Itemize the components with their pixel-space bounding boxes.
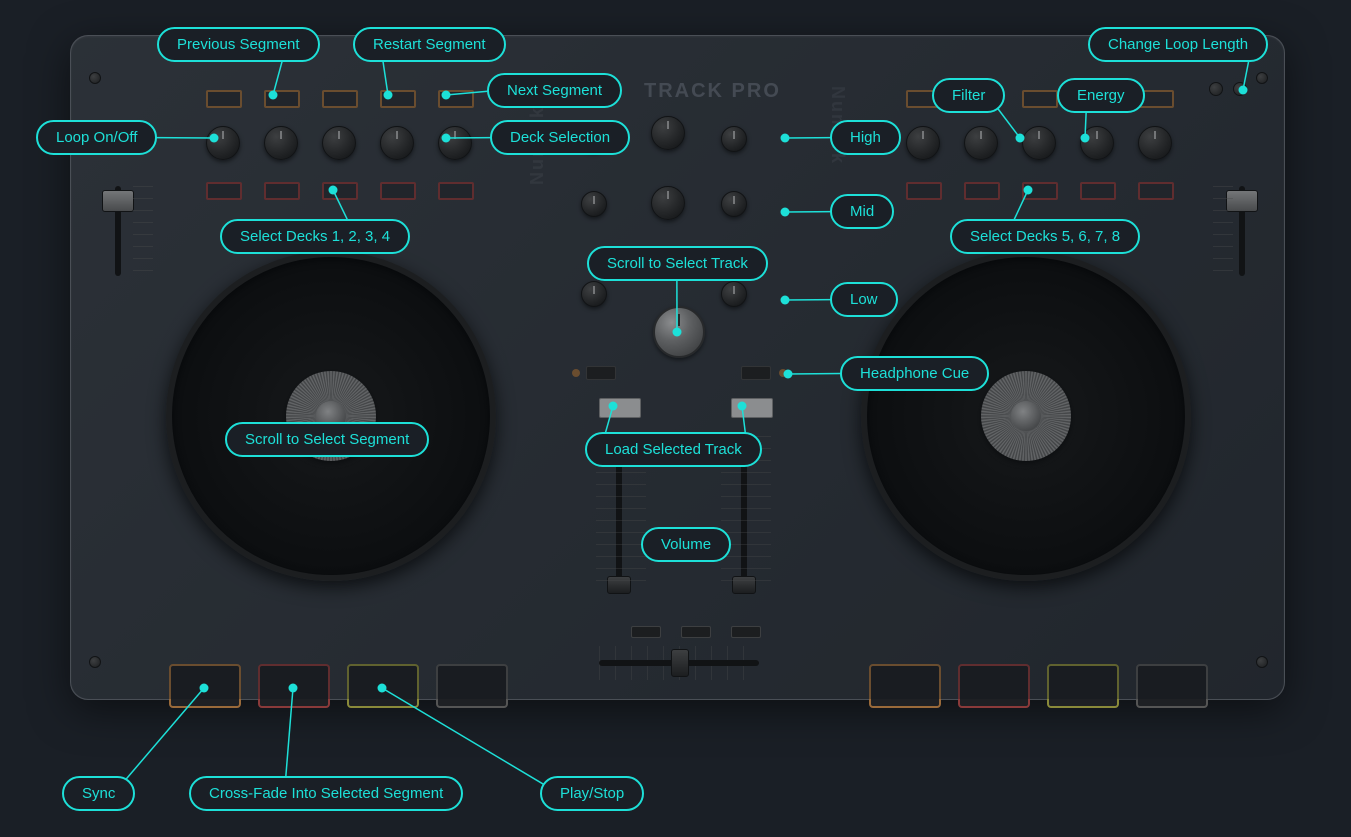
annotation-pill-sync: Sync xyxy=(62,776,135,811)
annotation-pill-crossfade: Cross-Fade Into Selected Segment xyxy=(189,776,463,811)
dj-controller: TRACK PRO Numark Numark xyxy=(70,35,1285,700)
annotation-pill-playstop: Play/Stop xyxy=(540,776,644,811)
dim-overlay xyxy=(71,36,1284,699)
